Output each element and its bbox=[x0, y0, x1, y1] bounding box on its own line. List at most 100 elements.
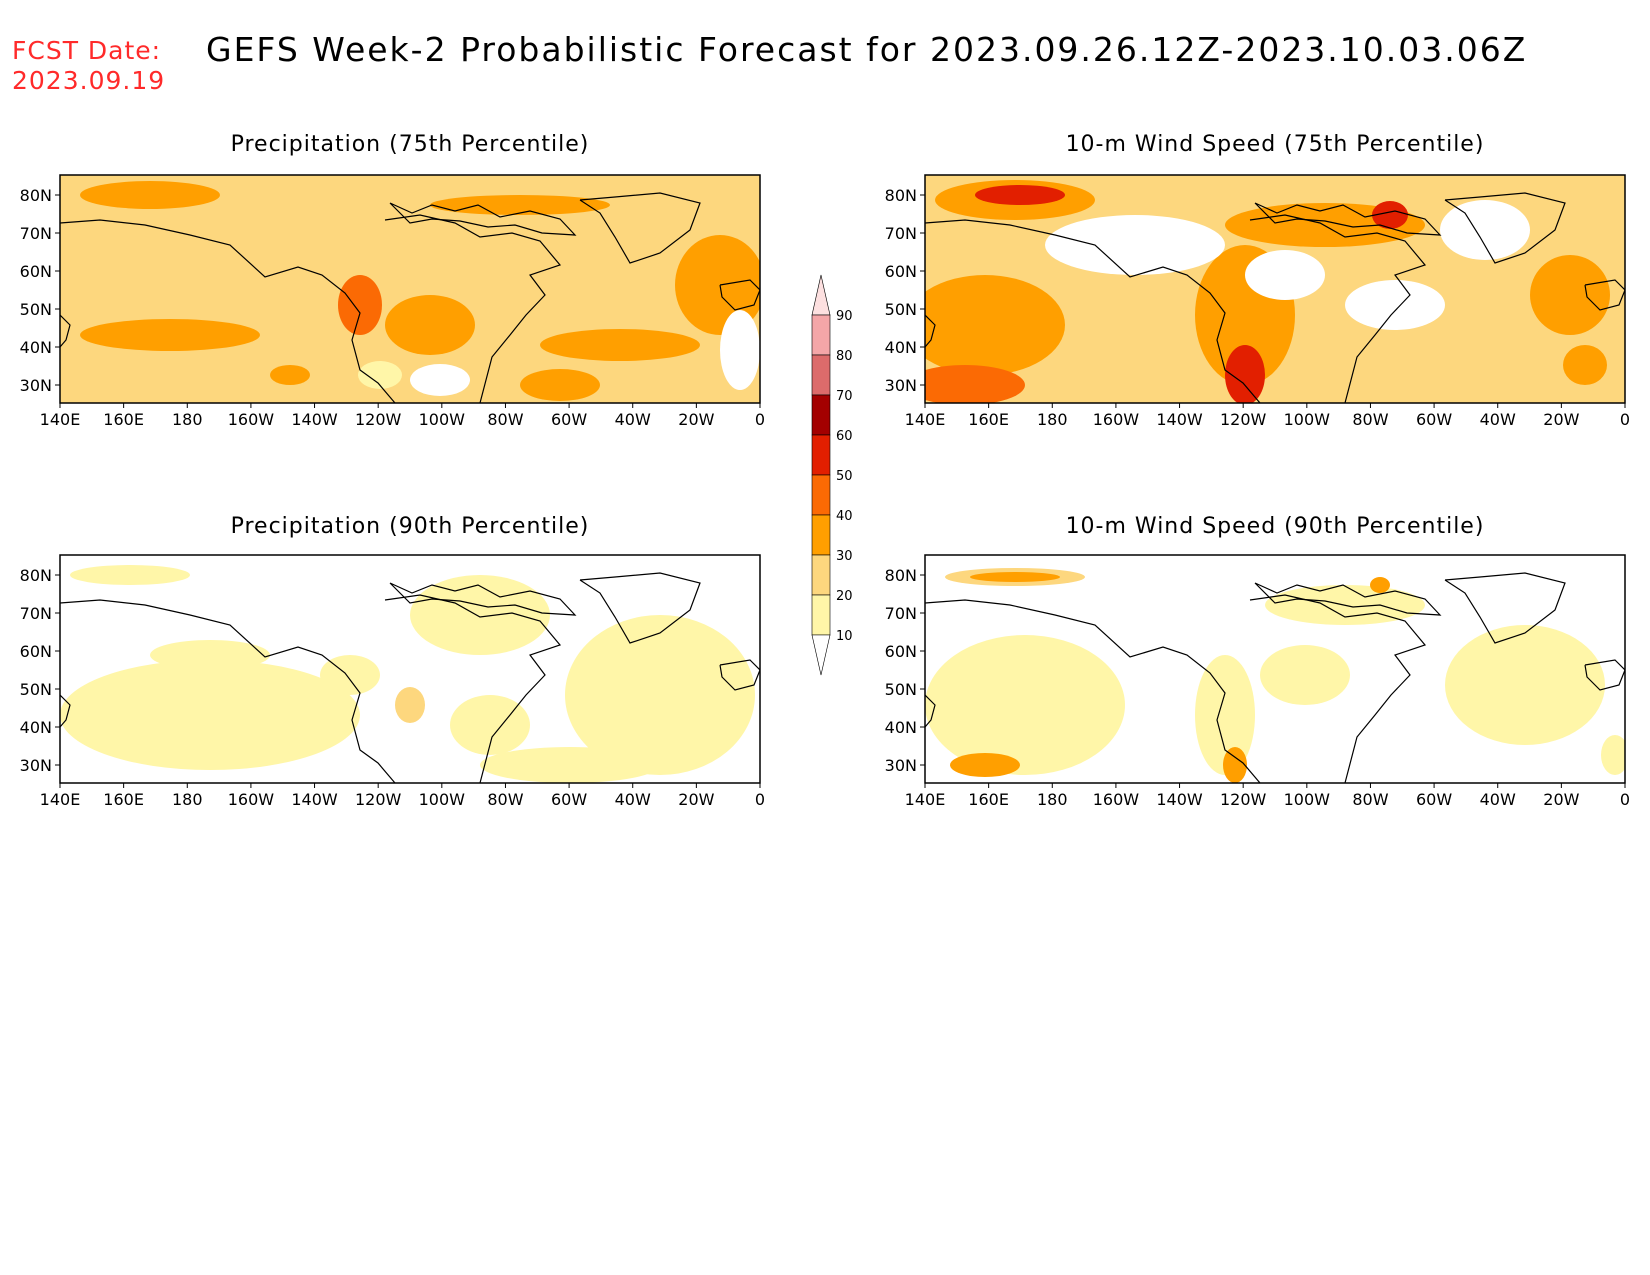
coastline bbox=[1249, 594, 1427, 783]
lon-tick-label: 40W bbox=[1480, 790, 1516, 809]
lat-tick-label: 60N bbox=[885, 642, 917, 661]
coastlines bbox=[925, 192, 1625, 403]
colorbar-label: 50 bbox=[836, 469, 853, 484]
lat-tick-label: 60N bbox=[885, 262, 917, 281]
coastline bbox=[925, 599, 1261, 783]
lon-tick-label: 120W bbox=[355, 790, 402, 809]
shading-region bbox=[150, 640, 270, 670]
shading-region bbox=[385, 295, 475, 355]
shading-precip75 bbox=[60, 175, 760, 403]
lat-tick-label: 30N bbox=[885, 376, 917, 395]
lat-tick-label: 30N bbox=[20, 376, 52, 395]
lon-tick-label: 60W bbox=[551, 410, 587, 429]
coastline bbox=[60, 599, 396, 783]
lat-tick-label: 60N bbox=[20, 642, 52, 661]
coastline bbox=[384, 214, 562, 403]
colorbar-label: 70 bbox=[836, 389, 853, 404]
shading-region bbox=[1223, 747, 1247, 783]
lon-tick-label: 140E bbox=[905, 790, 946, 809]
panel-title-wind90: 10-m Wind Speed (90th Percentile) bbox=[1065, 514, 1485, 539]
colorbar-swatch bbox=[811, 434, 831, 476]
colorbar-swatch bbox=[811, 394, 831, 436]
map-frame bbox=[59, 554, 761, 784]
lon-tick-label: 160E bbox=[968, 790, 1009, 809]
shading-region bbox=[1225, 345, 1265, 403]
coastline bbox=[579, 192, 701, 264]
shading-region bbox=[80, 181, 220, 209]
lon-tick-label: 140E bbox=[40, 410, 81, 429]
coastline bbox=[925, 314, 936, 348]
coastline bbox=[1249, 214, 1427, 403]
forecast-date-block: FCST Date: 2023.09.19 bbox=[12, 36, 165, 96]
lon-tick-label: 160W bbox=[1093, 410, 1140, 429]
shading-region bbox=[720, 310, 760, 390]
shading-region bbox=[338, 275, 382, 335]
forecast-date-label: FCST Date: bbox=[12, 36, 162, 65]
coastline bbox=[60, 694, 71, 728]
colorbar-top-triangle bbox=[811, 274, 831, 316]
lat-tick-label: 50N bbox=[20, 300, 52, 319]
coastline bbox=[1254, 582, 1442, 616]
shading-region bbox=[970, 572, 1060, 582]
colorbar-swatch bbox=[811, 554, 831, 596]
shading-region bbox=[410, 575, 550, 655]
colorbar-swatch bbox=[811, 474, 831, 516]
shading-region bbox=[430, 195, 610, 215]
coastline bbox=[719, 279, 760, 311]
shading-region bbox=[520, 369, 600, 401]
colorbar-label: 30 bbox=[836, 549, 853, 564]
panel-title-precip75: Precipitation (75th Percentile) bbox=[230, 132, 590, 157]
panel-title-wind75: 10-m Wind Speed (75th Percentile) bbox=[1065, 132, 1485, 157]
coastline bbox=[925, 219, 1261, 403]
shading-region bbox=[60, 175, 760, 403]
shading-region bbox=[395, 687, 425, 723]
coastline bbox=[925, 694, 936, 728]
coastline bbox=[389, 582, 577, 616]
shading-region bbox=[1260, 645, 1350, 705]
coastline bbox=[60, 219, 396, 403]
coastline bbox=[1584, 659, 1625, 691]
lon-tick-label: 60W bbox=[1416, 410, 1452, 429]
lon-tick-label: 160W bbox=[228, 790, 275, 809]
lon-tick-label: 20W bbox=[678, 790, 714, 809]
colorbar-swatch bbox=[811, 314, 831, 356]
lon-tick-label: 160E bbox=[103, 410, 144, 429]
lon-tick-label: 20W bbox=[678, 410, 714, 429]
lon-tick-label: 180 bbox=[1037, 410, 1068, 429]
colorbar-swatch bbox=[811, 514, 831, 556]
lon-tick-label: 160W bbox=[228, 410, 275, 429]
shading-region bbox=[540, 329, 700, 361]
lat-tick-label: 80N bbox=[20, 566, 52, 585]
page-title: GEFS Week-2 Probabilistic Forecast for 2… bbox=[206, 30, 1528, 69]
coastline bbox=[389, 202, 577, 236]
shading-region bbox=[450, 695, 530, 755]
lat-tick-label: 40N bbox=[20, 338, 52, 357]
lat-tick-label: 80N bbox=[885, 566, 917, 585]
lon-tick-label: 140E bbox=[905, 410, 946, 429]
shading-region bbox=[1415, 571, 1475, 599]
colorbar-label: 10 bbox=[836, 629, 853, 644]
lat-tick-label: 50N bbox=[885, 680, 917, 699]
coastlines bbox=[60, 192, 760, 403]
shading-region bbox=[565, 615, 755, 775]
lat-tick-label: 40N bbox=[20, 718, 52, 737]
shading-region bbox=[1563, 345, 1607, 385]
lat-tick-label: 50N bbox=[20, 680, 52, 699]
lon-tick-label: 100W bbox=[1284, 410, 1331, 429]
lon-tick-label: 20W bbox=[1543, 790, 1579, 809]
shading-region bbox=[1370, 577, 1390, 593]
lon-tick-label: 0 bbox=[1620, 790, 1630, 809]
lat-tick-label: 70N bbox=[885, 604, 917, 623]
shading-wind90 bbox=[925, 555, 1625, 783]
map-precip75: 140E 160E 180 160W 140W 120W 100W 80W 60W 40W 20W 0… bbox=[20, 174, 765, 429]
lat-tick-label: 70N bbox=[20, 224, 52, 243]
lat-tick-label: 30N bbox=[885, 756, 917, 775]
lon-tick-label: 180 bbox=[1037, 790, 1068, 809]
shading-region bbox=[270, 365, 310, 385]
lon-tick-label: 140W bbox=[291, 410, 338, 429]
lon-tick-label: 80W bbox=[1352, 410, 1388, 429]
shading-region bbox=[1372, 201, 1408, 229]
colorbar-swatch bbox=[811, 354, 831, 396]
coastline bbox=[384, 594, 562, 783]
lon-tick-label: 120W bbox=[1220, 790, 1267, 809]
